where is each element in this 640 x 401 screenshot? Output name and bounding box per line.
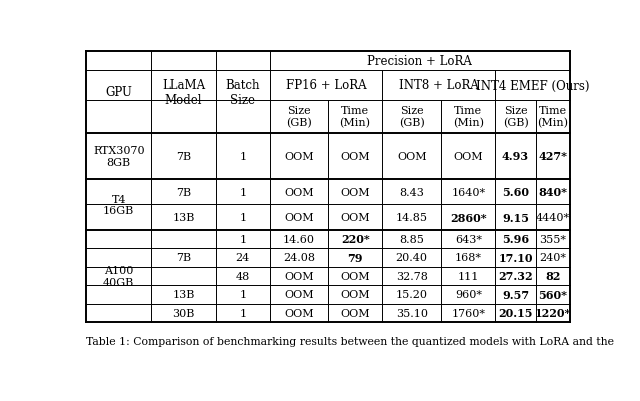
Text: 24.08: 24.08 [283,253,315,263]
Text: 1: 1 [239,187,246,197]
Text: FP16 + LoRA: FP16 + LoRA [285,79,366,92]
Text: 82: 82 [545,271,561,282]
Text: RTX3070
8GB: RTX3070 8GB [93,146,145,167]
Text: 13B: 13B [172,213,195,223]
Text: OOM: OOM [284,308,314,318]
Text: 168*: 168* [455,253,482,263]
Text: 13B: 13B [172,290,195,300]
Text: 7B: 7B [176,152,191,162]
Text: LLaMA
Model: LLaMA Model [162,79,205,107]
Text: 17.10: 17.10 [499,252,532,263]
Text: 355*: 355* [540,235,566,244]
Text: 32.78: 32.78 [396,271,428,281]
Text: 111: 111 [458,271,479,281]
Text: 35.10: 35.10 [396,308,428,318]
Text: INT4 EMEF (Ours): INT4 EMEF (Ours) [476,79,589,92]
Text: OOM: OOM [340,152,370,162]
Text: 2860*: 2860* [450,212,486,223]
Text: 30B: 30B [172,308,195,318]
Text: OOM: OOM [284,213,314,223]
Text: 1: 1 [239,235,246,244]
Text: OOM: OOM [284,290,314,300]
Text: 14.60: 14.60 [283,235,315,244]
Text: OOM: OOM [340,271,370,281]
Text: Time
(Min): Time (Min) [340,106,371,128]
Text: 1: 1 [239,213,246,223]
Text: A100
40GB: A100 40GB [103,265,134,287]
Text: 48: 48 [236,271,250,281]
Text: OOM: OOM [284,271,314,281]
Text: 9.15: 9.15 [502,212,529,223]
Text: 9.57: 9.57 [502,289,529,300]
Text: OOM: OOM [340,187,370,197]
Text: 1: 1 [239,152,246,162]
Text: 1640*: 1640* [451,187,485,197]
Text: T4
16GB: T4 16GB [103,194,134,216]
Text: 8.43: 8.43 [399,187,424,197]
Text: Time
(Min): Time (Min) [452,106,484,128]
Text: 7B: 7B [176,253,191,263]
Text: GPU: GPU [106,86,132,99]
Text: OOM: OOM [340,308,370,318]
Text: OOM: OOM [340,290,370,300]
Text: 14.85: 14.85 [396,213,428,223]
Text: 27.32: 27.32 [498,271,533,282]
Text: 20.40: 20.40 [396,253,428,263]
Text: Table 1: Comparison of benchmarking results between the quantized models with Lo: Table 1: Comparison of benchmarking resu… [86,336,614,346]
Text: 24: 24 [236,253,250,263]
Text: 1220*: 1220* [534,308,571,319]
Text: 643*: 643* [455,235,482,244]
Text: Batch
Size: Batch Size [225,79,260,107]
Text: 4440*: 4440* [536,213,570,223]
Text: 560*: 560* [538,289,567,300]
Text: 5.60: 5.60 [502,186,529,198]
Text: 20.15: 20.15 [499,308,532,319]
Text: INT8 + LoRA: INT8 + LoRA [399,79,479,92]
Text: OOM: OOM [454,152,483,162]
Text: Time
(Min): Time (Min) [537,106,568,128]
Text: OOM: OOM [284,187,314,197]
Text: 8.85: 8.85 [399,235,424,244]
Text: 1: 1 [239,308,246,318]
Text: 4.93: 4.93 [502,151,529,162]
Text: 960*: 960* [455,290,482,300]
Text: 7B: 7B [176,187,191,197]
Text: OOM: OOM [340,213,370,223]
Text: 1: 1 [239,290,246,300]
Text: Precision + LoRA: Precision + LoRA [367,55,472,68]
Text: 240*: 240* [540,253,566,263]
Text: OOM: OOM [284,152,314,162]
Text: Size
(GB): Size (GB) [502,106,529,128]
Text: Size
(GB): Size (GB) [399,106,424,128]
Text: 840*: 840* [538,186,567,198]
Text: 15.20: 15.20 [396,290,428,300]
Text: OOM: OOM [397,152,426,162]
Text: 1760*: 1760* [451,308,485,318]
Text: 79: 79 [348,252,363,263]
Text: 5.96: 5.96 [502,234,529,245]
Text: 220*: 220* [340,234,369,245]
Text: Size
(GB): Size (GB) [286,106,312,128]
Text: 427*: 427* [538,151,567,162]
